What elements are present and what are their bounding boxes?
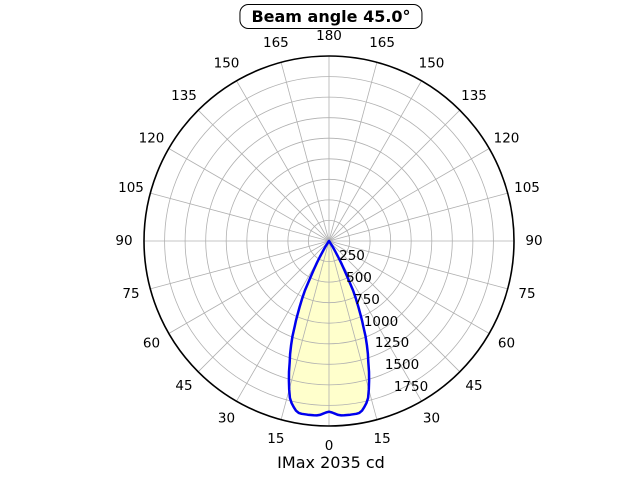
angle-tick-label: 30 bbox=[218, 411, 235, 427]
polar-grid-spoke bbox=[328, 192, 508, 242]
polar-grid-ring bbox=[225, 137, 433, 345]
polar-grid-ring bbox=[246, 158, 412, 324]
radial-tick-label: 750 bbox=[354, 292, 380, 308]
polar-grid-spoke bbox=[150, 192, 330, 242]
angle-tick-label: 60 bbox=[143, 336, 160, 352]
polar-grid-ring bbox=[307, 219, 350, 262]
angle-tick-label: 150 bbox=[419, 56, 445, 72]
radial-tick-label: 1750 bbox=[394, 379, 428, 395]
polar-boundary bbox=[143, 55, 515, 427]
polar-grid-spoke bbox=[328, 62, 378, 242]
angle-tick-label: 180 bbox=[316, 28, 342, 44]
angle-tick-label: 135 bbox=[461, 88, 487, 104]
angle-tick-label: 120 bbox=[494, 131, 520, 147]
polar-grid-spoke bbox=[280, 62, 330, 242]
chart-title: Beam angle 45.0° bbox=[251, 7, 411, 26]
angle-tick-label: 45 bbox=[175, 378, 192, 394]
chart-title-box: Beam angle 45.0° bbox=[239, 4, 423, 29]
angle-tick-label: 30 bbox=[423, 411, 440, 427]
polar-grid-spoke bbox=[197, 240, 330, 373]
angle-tick-label: 60 bbox=[498, 336, 515, 352]
polar-grid-ring bbox=[287, 199, 371, 283]
polar-grid-ring bbox=[184, 96, 474, 386]
angle-tick-label: 150 bbox=[214, 56, 240, 72]
polar-grid-spoke bbox=[328, 109, 461, 242]
radial-tick-label: 500 bbox=[346, 270, 372, 286]
angle-tick-label: 105 bbox=[514, 180, 540, 196]
angle-tick-label: 135 bbox=[171, 88, 197, 104]
polar-grid-spoke bbox=[150, 240, 330, 290]
angle-tick-label: 0 bbox=[325, 438, 334, 454]
polar-grid-ring bbox=[266, 178, 392, 304]
polar-grid-spoke bbox=[328, 148, 490, 242]
angle-tick-label: 75 bbox=[122, 286, 139, 302]
angle-tick-label: 165 bbox=[369, 35, 395, 51]
polar-grid-ring bbox=[205, 117, 453, 365]
angle-tick-label: 105 bbox=[118, 180, 144, 196]
angle-tick-label: 90 bbox=[115, 233, 132, 249]
polar-grid-spoke bbox=[168, 240, 330, 334]
radial-tick-label: 250 bbox=[339, 248, 365, 264]
polar-grid-spoke bbox=[236, 80, 330, 242]
polar-grid-spoke bbox=[168, 148, 330, 242]
angle-tick-label: 165 bbox=[263, 35, 289, 51]
polar-grid-spoke bbox=[328, 80, 422, 242]
polar-grid-spoke bbox=[197, 109, 330, 242]
angle-tick-label: 15 bbox=[267, 431, 284, 447]
angle-tick-label: 90 bbox=[525, 233, 542, 249]
beam-outline bbox=[287, 239, 371, 417]
angle-tick-label: 15 bbox=[374, 431, 391, 447]
imax-label: IMax 2035 cd bbox=[277, 453, 385, 472]
angle-tick-label: 75 bbox=[518, 286, 535, 302]
radial-tick-label: 1250 bbox=[375, 335, 409, 351]
polar-grid-spoke bbox=[328, 240, 490, 334]
angle-tick-label: 45 bbox=[465, 378, 482, 394]
polar-grid-ring bbox=[164, 76, 494, 406]
polar-grid-spoke bbox=[328, 240, 508, 290]
polar-grid-spoke bbox=[328, 240, 461, 373]
radial-tick-label: 1000 bbox=[364, 314, 398, 330]
angle-tick-label: 120 bbox=[139, 131, 165, 147]
radial-tick-label: 1500 bbox=[385, 357, 419, 373]
